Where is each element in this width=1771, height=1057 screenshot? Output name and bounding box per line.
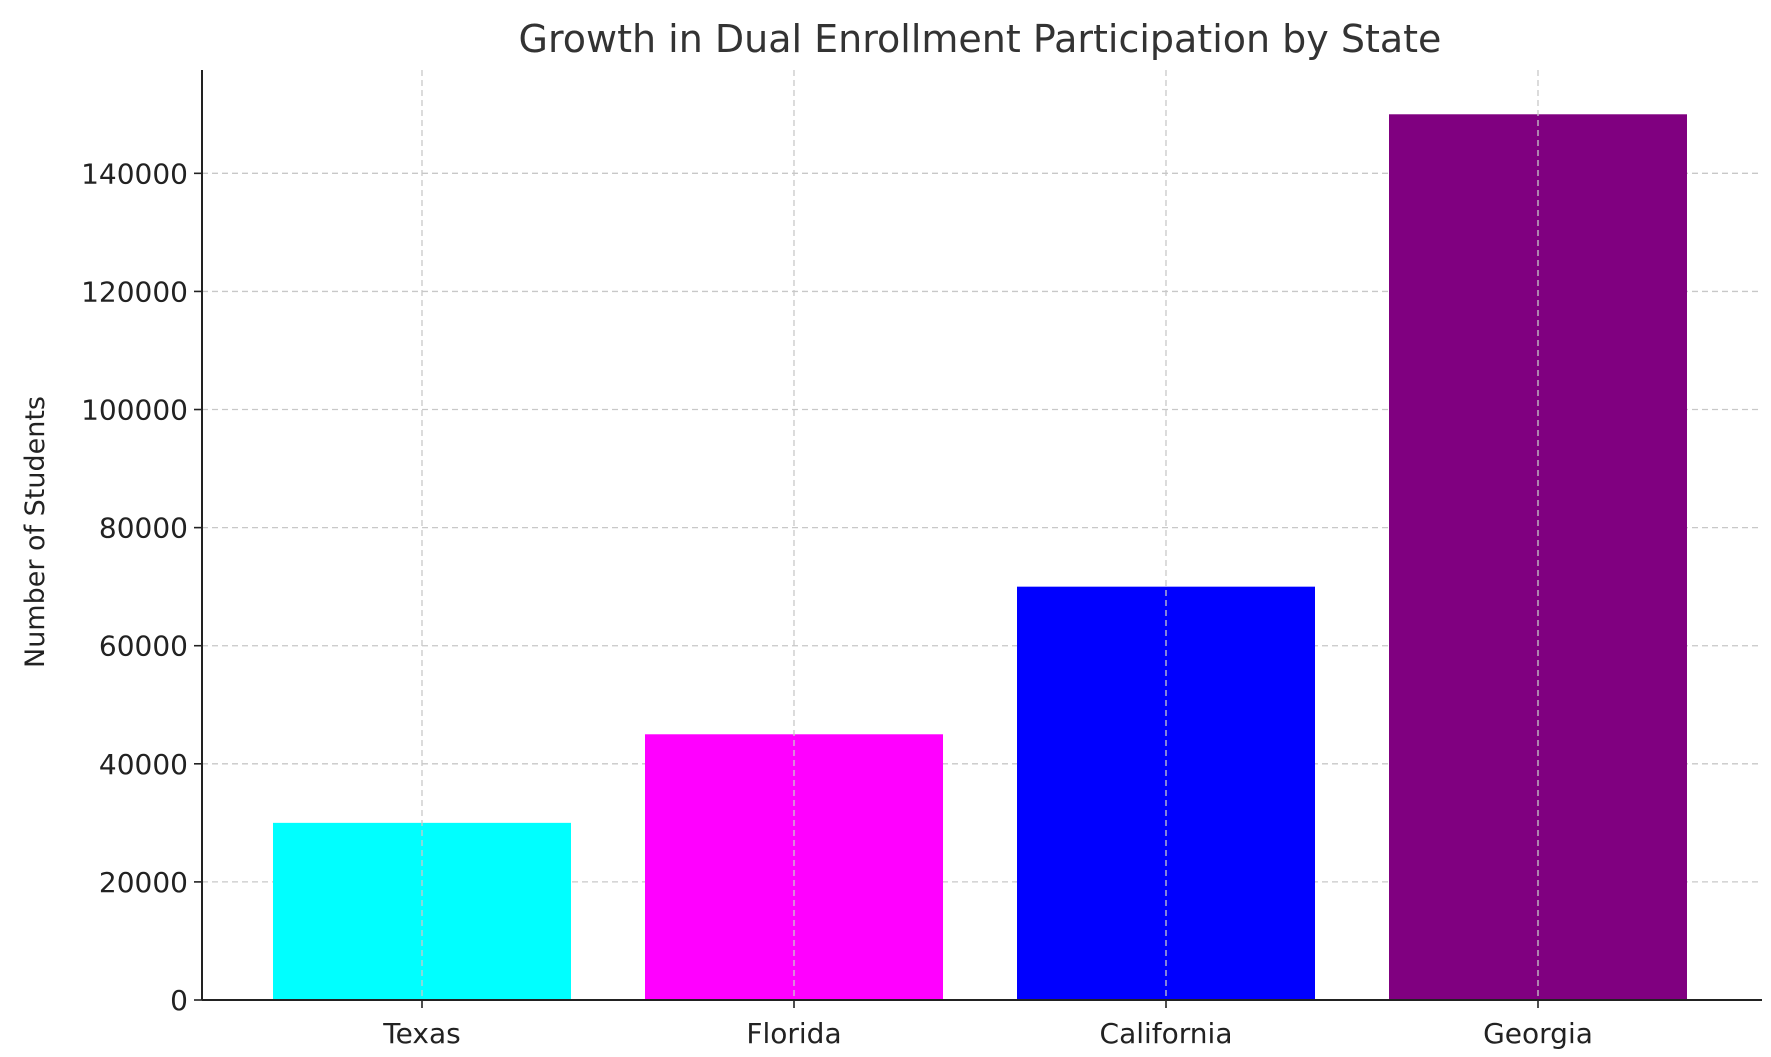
x-tick-label: California (1100, 1017, 1233, 1050)
bar-georgia (1389, 114, 1687, 1001)
y-tick-label: 40000 (99, 748, 188, 781)
x-tick-label: Texas (382, 1017, 460, 1050)
y-tick-label: 120000 (81, 275, 188, 308)
y-axis-label: Number of Students (20, 396, 51, 668)
grid-overlay (421, 70, 1539, 1000)
y-tick-label: 80000 (99, 512, 188, 545)
axes (194, 70, 1762, 1008)
chart-title: Growth in Dual Enrollment Participation … (519, 17, 1442, 61)
bars (273, 114, 1687, 1001)
tick-labels: 0 20000 40000 60000 80000 100000 120000 140000 T… (81, 157, 1593, 1050)
y-tick-label: 0 (170, 984, 188, 1017)
y-tick-label: 140000 (81, 157, 188, 190)
y-tick-label: 20000 (99, 866, 188, 899)
y-tick-label: 100000 (81, 394, 188, 427)
grid (202, 172, 1762, 883)
x-tick-label: Florida (746, 1017, 841, 1050)
x-tick-label: Georgia (1483, 1017, 1593, 1050)
y-tick-label: 60000 (99, 630, 188, 663)
